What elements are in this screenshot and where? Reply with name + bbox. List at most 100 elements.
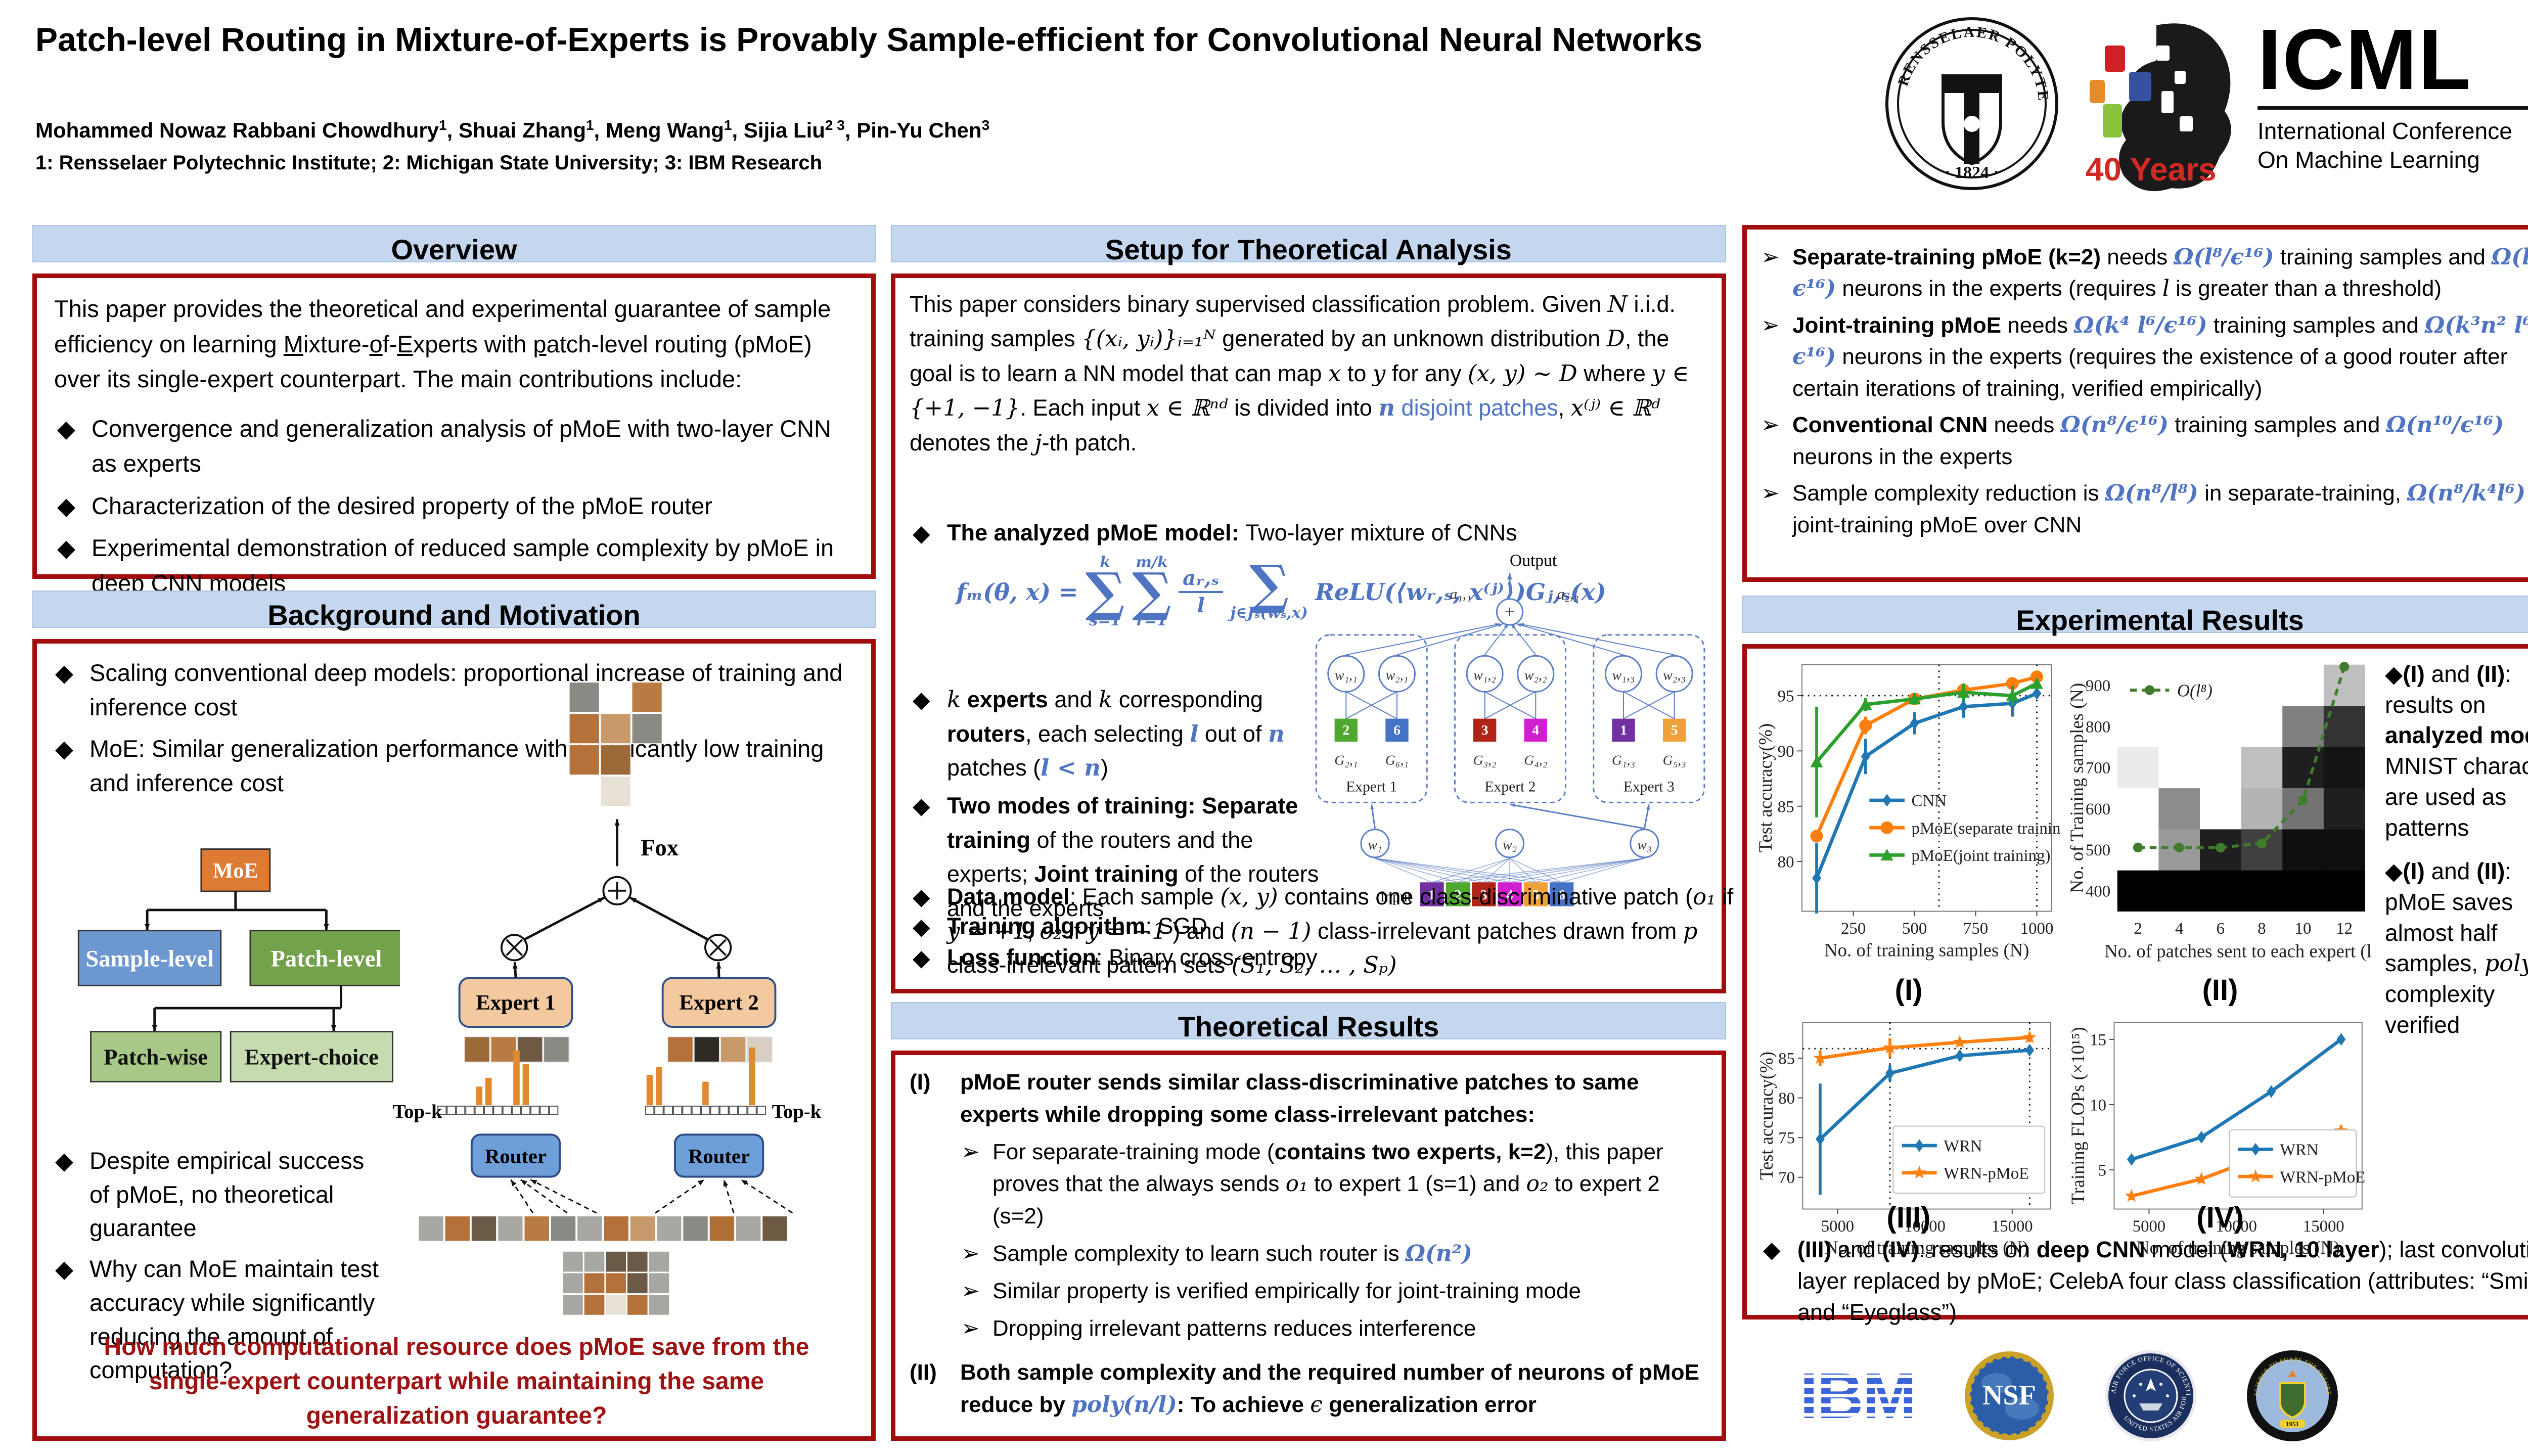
svg-text:4: 4 — [2175, 920, 2183, 938]
sponsor-logos: IBM NSF AIR FORCE OFFICE OF SCIENTIFIC R… — [1800, 1343, 2528, 1449]
pmoe-formula: fₘ(θ, x) = k ∑ s=1 m/k ∑ r=1 aᵣ,ₛ l ∑ j∈… — [956, 555, 1606, 628]
background-bullet-list-top: Scaling conventional deep models: propor… — [52, 656, 856, 808]
svg-text:w₂,₃: w₂,₃ — [1663, 667, 1686, 683]
theory-box: (I) pMoE router sends similar class-discr… — [891, 1051, 1726, 1441]
list-item: Despite empirical success of pMoE, no th… — [52, 1144, 386, 1245]
overview-intro: This paper provides the theoretical and … — [54, 295, 831, 393]
svg-text:w₁,₁: w₁,₁ — [1335, 667, 1358, 683]
svg-text:15: 15 — [2090, 1031, 2106, 1049]
svg-text:w₂: w₂ — [1503, 837, 1517, 852]
list-item: Sample complexity reduction is Ω(n⁸/l⁸) … — [1760, 478, 2528, 541]
svg-text:a₂,₃: a₂,₃ — [1557, 586, 1579, 603]
list-item: Conventional CNN needs Ω(n⁸/ϵ¹⁶) trainin… — [1760, 410, 2528, 473]
formula-sum-3: ∑ j∈Jₛ(wₛ,x) — [1230, 553, 1308, 622]
icml-divider — [2258, 106, 2528, 110]
author-name: Meng Wang — [605, 118, 724, 142]
svg-text:15000: 15000 — [1992, 1217, 2033, 1236]
svg-text:+: + — [1505, 602, 1515, 622]
background-title: Background and Motivation — [267, 599, 641, 631]
svg-text:Patch-level: Patch-level — [270, 945, 382, 972]
svg-text:400: 400 — [2086, 882, 2110, 900]
svg-text:Expert 3: Expert 3 — [1623, 779, 1675, 795]
svg-text:· 1824 ·: · 1824 · — [1945, 163, 1999, 182]
complexity-box: Separate-training pMoE (k=2) needs Ω(l⁸/… — [1742, 225, 2528, 582]
chart-tag-I: (I) — [1894, 974, 1923, 1007]
section-header-overview: Overview — [32, 225, 876, 265]
svg-text:Top-k: Top-k — [772, 1101, 822, 1122]
list-item: Convergence and generalization analysis … — [54, 411, 854, 481]
chart-tag-IV: (IV) — [2196, 1201, 2244, 1234]
author-name: Sijia Liu — [743, 118, 825, 142]
svg-text:8: 8 — [2258, 920, 2266, 938]
svg-text:15000: 15000 — [2303, 1217, 2344, 1236]
svg-text:5: 5 — [1671, 722, 1678, 738]
setup-box: This paper considers binary supervised c… — [891, 274, 1733, 993]
svg-text:pMoE(separate training): pMoE(separate training) — [1912, 820, 2060, 838]
setup-paragraph: This paper considers binary supervised c… — [910, 291, 1689, 456]
experiments-bottom-note: (III) and (IV): results on deep CNN mode… — [1760, 1234, 2528, 1328]
svg-text:No. of patches sent to each ex: No. of patches sent to each expert (l) — [2104, 940, 2372, 961]
svg-text:6: 6 — [2217, 920, 2225, 938]
theory-item: (II) Both sample complexity and the requi… — [910, 1360, 1699, 1418]
svg-text:G₄,₂: G₄,₂ — [1524, 752, 1547, 767]
svg-text:a₁,₁: a₁,₁ — [1450, 586, 1472, 603]
overview-box: This paper provides the theoretical and … — [32, 274, 876, 597]
svg-text:w₁,₃: w₁,₃ — [1612, 667, 1635, 683]
svg-text:Sample-level: Sample-level — [85, 945, 214, 972]
icml-subtitle-1: International Conference — [2258, 117, 2512, 144]
chart-samples-vs-patches-heatmap: 2 4 6 8 10 12 400 500 600 700 800 900 O(l⁸) No. of pa… — [2068, 662, 2372, 961]
list-item: Experimental demonstration of reduced sa… — [54, 530, 854, 601]
svg-text:1: 1 — [1620, 722, 1627, 738]
formula-sum-2: m/k ∑ r=1 — [1132, 554, 1172, 630]
svg-text:Patch-wise: Patch-wise — [104, 1044, 208, 1070]
svg-text:5: 5 — [2098, 1162, 2106, 1180]
background-box: Scaling conventional deep models: propor… — [32, 639, 876, 1441]
svg-text:95: 95 — [1778, 688, 1794, 706]
svg-text:900: 900 — [2086, 677, 2110, 695]
theory-title: Theoretical Results — [1178, 1011, 1439, 1042]
svg-text:1000: 1000 — [2020, 920, 2054, 938]
setup-bullet-model: The analyzed pMoE model: Two-layer mixtu… — [910, 520, 1746, 547]
svg-text:Expert-choice: Expert-choice — [245, 1044, 379, 1070]
svg-text:10: 10 — [2090, 1097, 2106, 1115]
svg-text:600: 600 — [2086, 800, 2110, 818]
setup-bullet-twomodes: Two modes of training: Separate training… — [910, 789, 1331, 925]
svg-text:800: 800 — [2086, 718, 2110, 736]
setup-title: Setup for Theoretical Analysis — [1105, 234, 1512, 265]
chart-test-accuracy-vs-samples: 250 500 750 1000 80 85 90 95 No. of training sam… — [1757, 664, 2060, 961]
list-item: Scaling conventional deep models: propor… — [52, 656, 856, 724]
icml-wordmark: ICML — [2258, 12, 2472, 108]
formula-sum-1: k ∑ s=1 — [1085, 554, 1125, 630]
svg-text:12: 12 — [2336, 920, 2353, 938]
section-header-setup: Setup for Theoretical Analysis — [891, 225, 1726, 265]
affiliations: 1: Rensselaer Polytechnic Institute; 2: … — [35, 152, 823, 174]
pmoe-architecture-diagram: Output + a₁,₁ a₂,₃ w₁,₁ w₂,₁ 2 G₂,₁ 6 G₆,₁ Expert … — [1315, 552, 1705, 906]
theory-item: (I) pMoE router sends similar class-discr… — [910, 1066, 1707, 1349]
svg-text:WRN: WRN — [1944, 1138, 1982, 1156]
icml-logo: 40 Years ICML International Conference O… — [2081, 15, 2528, 197]
section-header-background: Background and Motivation — [32, 590, 876, 631]
diamond-bullet-icon: ◆ — [2385, 858, 2403, 885]
svg-text:Expert 2: Expert 2 — [1484, 779, 1536, 795]
svg-text:WRN-pMoE: WRN-pMoE — [1944, 1164, 2029, 1182]
section-header-theory: Theoretical Results — [891, 1002, 1726, 1042]
afosr-seal: AIR FORCE OFFICE OF SCIENTIFIC RESEARCH … — [2103, 1348, 2196, 1441]
svg-text:G₁,₃: G₁,₃ — [1612, 752, 1635, 767]
svg-text:80: 80 — [1778, 1089, 1795, 1108]
author-name: Pin-Yu Chen — [856, 118, 982, 142]
experiments-side-notes: ◆(I) and (II): results on analyzed model… — [2385, 659, 2528, 1054]
svg-text:CNN: CNN — [1912, 792, 1947, 810]
svg-text:500: 500 — [2086, 841, 2110, 859]
svg-text:G₅,₃: G₅,₃ — [1663, 752, 1686, 767]
svg-text:2: 2 — [2134, 920, 2142, 938]
svg-text:Expert 2: Expert 2 — [679, 991, 758, 1015]
svg-text:75: 75 — [1778, 1129, 1795, 1148]
list-item: MoE: Similar generalization performance … — [52, 732, 856, 800]
author-name: Mohammed Nowaz Rabbani Chowdhury — [35, 118, 439, 142]
authors-line: Mohammed Nowaz Rabbani Chowdhury1, Shuai… — [35, 117, 990, 142]
experiments-title: Experimental Results — [2016, 604, 2304, 636]
svg-text:Top-k: Top-k — [393, 1101, 442, 1122]
svg-text:85: 85 — [1778, 1050, 1795, 1068]
motivating-question: How much computational resource does pMo… — [104, 1334, 809, 1430]
svg-text:w₁: w₁ — [1368, 837, 1382, 852]
